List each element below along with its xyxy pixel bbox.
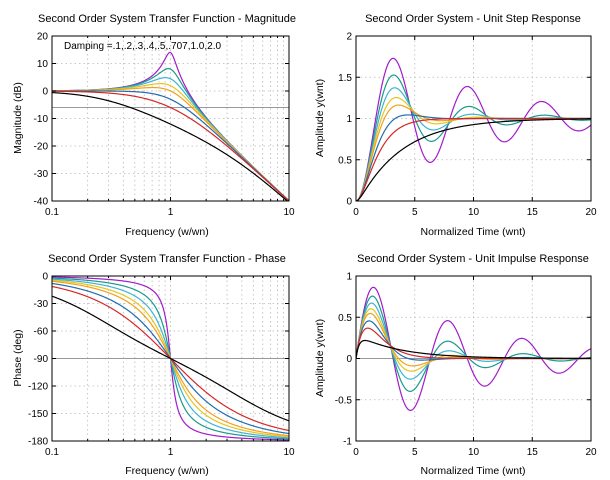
chart-title: Second Order System Transfer Function - … [48, 253, 286, 265]
chart-title: Second Order System Transfer Function - … [38, 13, 296, 25]
x-tick-label: 10 [283, 447, 295, 458]
y-tick-label: 0 [346, 197, 352, 208]
x-axis-label: Frequency (w/wn) [125, 226, 208, 238]
y-tick-label: 1 [346, 114, 352, 125]
y-tick-label: 0 [346, 354, 352, 365]
x-tick-label: 10 [468, 207, 480, 218]
series-line-damping-0p2 [356, 295, 591, 392]
series-line-damping-2 [356, 118, 591, 201]
step-response-chart: Second Order System - Unit Step Response… [314, 13, 597, 238]
series-group [356, 286, 591, 411]
chart-title: Second Order System - Unit Impulse Respo… [357, 253, 589, 265]
y-tick-label: -150 [28, 409, 48, 420]
series-line-damping-2 [52, 295, 289, 422]
x-tick-label: 0 [353, 207, 359, 218]
y-tick-label: -180 [28, 437, 48, 448]
y-tick-label: 2 [346, 32, 352, 43]
x-tick-label: 20 [585, 447, 597, 458]
x-tick-label: 1 [168, 207, 174, 218]
x-tick-label: 5 [412, 447, 418, 458]
y-tick-label: 1.5 [338, 73, 352, 84]
y-tick-label: -20 [34, 142, 49, 153]
y-axis-label: Magnitude (dB) [12, 82, 24, 154]
y-tick-label: -10 [34, 114, 49, 125]
x-tick-label: 0.1 [45, 447, 59, 458]
series-line-damping-2 [356, 339, 591, 359]
y-tick-label: -40 [34, 197, 49, 208]
series-line-damping-2 [52, 91, 289, 201]
series-line-damping-0p3 [356, 302, 591, 380]
y-tick-label: 0.5 [338, 313, 352, 324]
y-tick-label: -1 [343, 437, 352, 448]
y-tick-label: 0.5 [338, 155, 352, 166]
y-tick-label: -30 [34, 299, 49, 310]
series-group [52, 51, 289, 201]
grid [52, 36, 289, 201]
x-axis-label: Normalized Time (wnt) [420, 226, 525, 238]
series-group [52, 276, 289, 441]
y-tick-label: -30 [34, 169, 49, 180]
x-tick-label: 10 [283, 207, 295, 218]
y-axis-label: Amplitude y(wnt) [314, 319, 326, 397]
series-line-damping-1 [52, 90, 289, 201]
series-line-damping-0p4 [52, 82, 289, 201]
y-tick-label: 0 [42, 272, 48, 283]
y-axis-label: Phase (deg) [12, 329, 24, 386]
series-line-damping-0p2 [356, 74, 591, 201]
series-line-damping-1 [356, 117, 591, 201]
x-axis-label: Frequency (w/wn) [125, 465, 208, 477]
y-tick-label: -60 [34, 327, 49, 338]
y-tick-label: -90 [34, 354, 49, 365]
x-tick-label: 20 [585, 207, 597, 218]
x-tick-label: 15 [527, 207, 539, 218]
chart-title: Second Order System - Unit Step Response [365, 13, 581, 25]
magnitude-chart: Second Order System Transfer Function - … [12, 13, 296, 238]
series-line-damping-0p707 [52, 90, 289, 201]
y-tick-label: 1 [346, 272, 352, 283]
x-tick-label: 1 [168, 447, 174, 458]
x-tick-label: 5 [412, 207, 418, 218]
y-tick-label: 10 [37, 59, 49, 70]
x-tick-label: 10 [468, 447, 480, 458]
series-group [356, 57, 591, 201]
x-tick-label: 0 [353, 447, 359, 458]
x-axis-label: Normalized Time (wnt) [420, 465, 525, 477]
y-tick-label: -0.5 [335, 395, 353, 406]
x-tick-label: 0.1 [45, 207, 59, 218]
damping-annotation: Damping =.1,.2,.3,.4,.5,.707,1.0,2.0 [64, 41, 221, 52]
x-tick-label: 15 [527, 447, 539, 458]
y-axis-label: Amplitude y(wnt) [314, 79, 326, 157]
phase-chart: Second Order System Transfer Function - … [12, 253, 295, 477]
series-line-damping-0p1 [356, 57, 591, 201]
y-tick-label: 20 [37, 32, 49, 43]
series-line-damping-0p1 [356, 286, 591, 411]
y-tick-label: 0 [42, 87, 48, 98]
y-tick-label: -120 [28, 382, 48, 393]
impulse-response-chart: Second Order System - Unit Impulse Respo… [314, 253, 597, 477]
